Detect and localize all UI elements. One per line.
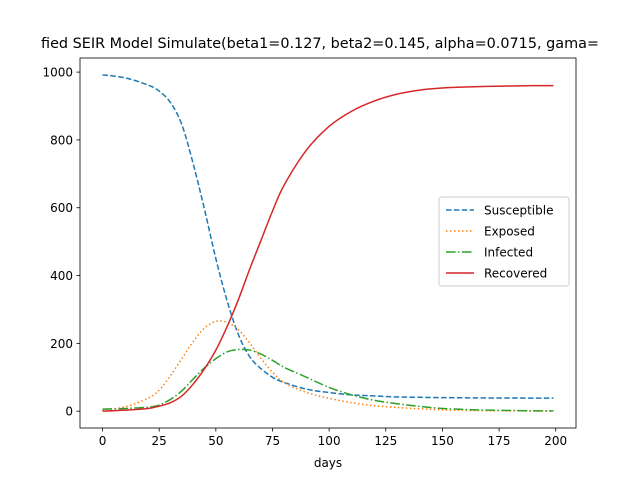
x-tick-label: 50 <box>208 434 223 448</box>
x-tick-label: 200 <box>544 434 567 448</box>
y-tick-label: 1000 <box>42 66 73 80</box>
x-tick-label: 150 <box>431 434 454 448</box>
y-tick-label: 400 <box>50 269 73 283</box>
legend: Susceptible Exposed Infected Recovered <box>438 196 570 287</box>
chart-title: fied SEIR Model Simulate(beta1=0.127, be… <box>41 36 599 52</box>
plot-area <box>102 74 554 412</box>
y-tick-label: 800 <box>50 133 73 147</box>
legend-box <box>438 196 570 287</box>
series-line-infected <box>102 348 554 412</box>
y-tick-label: 200 <box>50 337 73 351</box>
legend-label-exposed: Exposed <box>484 225 535 239</box>
x-tick-label: 175 <box>488 434 511 448</box>
series-line-recovered <box>102 84 554 412</box>
x-tick-label: 100 <box>318 434 341 448</box>
axes-frame <box>79 57 577 429</box>
y-axis: 0 200 400 600 800 1000 <box>42 66 80 419</box>
x-tick-label: 125 <box>374 434 397 448</box>
series-line-susceptible <box>102 74 554 399</box>
series-line-exposed <box>102 320 554 412</box>
legend-label-susceptible: Susceptible <box>484 204 553 218</box>
x-axis: 0 25 50 75 100 125 150 175 200 <box>99 428 567 448</box>
y-tick-label: 0 <box>65 405 73 419</box>
y-tick-label: 600 <box>50 201 73 215</box>
legend-label-recovered: Recovered <box>484 267 547 281</box>
x-tick-label: 75 <box>265 434 280 448</box>
x-tick-label: 0 <box>99 434 107 448</box>
x-axis-label: days <box>314 456 342 470</box>
legend-label-infected: Infected <box>484 246 533 260</box>
x-tick-label: 25 <box>152 434 167 448</box>
